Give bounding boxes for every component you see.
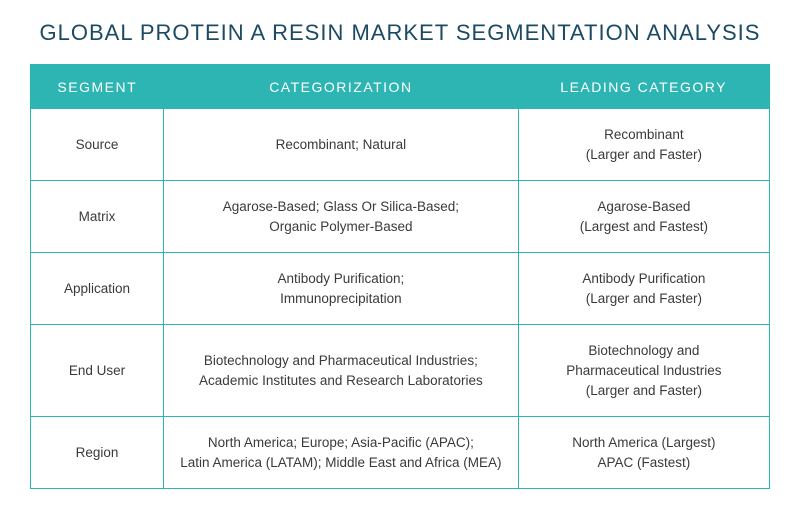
cell-segment: Region [31,417,164,489]
table-row: MatrixAgarose-Based; Glass Or Silica-Bas… [31,181,770,253]
cell-categorization: Recombinant; Natural [164,109,519,181]
table-header-row: SEGMENT CATEGORIZATION LEADING CATEGORY [31,65,770,110]
cell-categorization: Biotechnology and Pharmaceutical Industr… [164,325,519,417]
cell-leading: Antibody Purification(Larger and Faster) [518,253,769,325]
cell-leading: North America (Largest)APAC (Fastest) [518,417,769,489]
segmentation-table: SEGMENT CATEGORIZATION LEADING CATEGORY … [30,64,770,489]
header-categorization: CATEGORIZATION [164,65,519,110]
table-row: SourceRecombinant; NaturalRecombinant(La… [31,109,770,181]
table-row: ApplicationAntibody Purification;Immunop… [31,253,770,325]
cell-segment: Application [31,253,164,325]
cell-segment: Source [31,109,164,181]
page-title: GLOBAL PROTEIN A RESIN MARKET SEGMENTATI… [30,20,770,46]
cell-segment: Matrix [31,181,164,253]
cell-categorization: North America; Europe; Asia-Pacific (APA… [164,417,519,489]
cell-leading: Agarose-Based(Largest and Fastest) [518,181,769,253]
header-leading: LEADING CATEGORY [518,65,769,110]
cell-leading: Biotechnology andPharmaceutical Industri… [518,325,769,417]
header-segment: SEGMENT [31,65,164,110]
cell-categorization: Antibody Purification;Immunoprecipitatio… [164,253,519,325]
table-row: RegionNorth America; Europe; Asia-Pacifi… [31,417,770,489]
cell-leading: Recombinant(Larger and Faster) [518,109,769,181]
table-body: SourceRecombinant; NaturalRecombinant(La… [31,109,770,489]
cell-segment: End User [31,325,164,417]
table-row: End UserBiotechnology and Pharmaceutical… [31,325,770,417]
cell-categorization: Agarose-Based; Glass Or Silica-Based;Org… [164,181,519,253]
